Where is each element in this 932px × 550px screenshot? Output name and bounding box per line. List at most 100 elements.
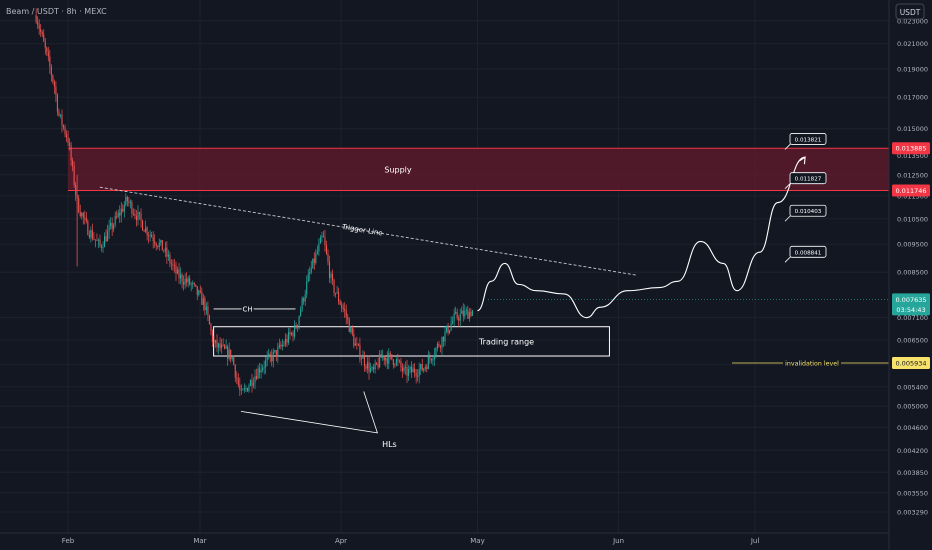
supply-zone[interactable]: [68, 148, 889, 191]
candle-body: [424, 366, 426, 369]
candle: [274, 349, 276, 354]
candle: [81, 211, 83, 220]
candle: [70, 141, 72, 166]
candle: [245, 385, 247, 392]
candle: [417, 369, 419, 382]
candle-body: [430, 358, 432, 361]
y-tick-label: 0.005400: [897, 383, 928, 391]
candle: [324, 229, 326, 252]
x-tick-label: Feb: [62, 537, 75, 545]
candle-body: [114, 215, 116, 225]
candle-body: [87, 221, 89, 235]
candle: [406, 359, 408, 384]
candle: [335, 292, 337, 298]
candle-body: [266, 357, 268, 361]
candle-body: [192, 282, 194, 284]
candle-body: [275, 350, 277, 357]
target-label[interactable]: 0.011827: [784, 172, 827, 189]
candle: [455, 306, 457, 315]
candle-body: [403, 367, 405, 372]
y-tick-label: 0.003850: [897, 469, 928, 477]
candle-body: [272, 351, 274, 362]
candle: [459, 308, 461, 327]
candle-body: [113, 224, 115, 230]
candle: [415, 369, 417, 384]
candle-body: [135, 215, 138, 221]
supply-top-price-tag[interactable]: 0.013885: [892, 142, 930, 155]
candle: [325, 240, 328, 256]
candle: [277, 342, 279, 364]
candle-body: [208, 315, 210, 325]
candle-body: [158, 242, 160, 248]
projection-path[interactable]: [477, 156, 806, 319]
candle: [69, 138, 71, 151]
candle: [371, 365, 373, 371]
candle-body: [239, 384, 241, 391]
target-label-box: [789, 133, 827, 145]
candle-body: [373, 367, 375, 370]
candle: [46, 46, 48, 56]
candle-body: [231, 357, 233, 360]
candle: [99, 234, 101, 248]
target-label[interactable]: 0.008841: [784, 245, 827, 263]
target-label[interactable]: 0.013821: [784, 133, 827, 150]
candle: [294, 320, 296, 340]
candle-body: [120, 208, 122, 216]
candle: [111, 217, 113, 236]
candle: [148, 231, 150, 244]
candle-body: [379, 354, 381, 368]
currency-badge[interactable]: USDT: [895, 3, 925, 20]
candle-body: [173, 265, 176, 266]
candle: [341, 301, 343, 313]
candle: [373, 363, 375, 373]
candle-body: [131, 202, 133, 214]
candle-body: [117, 212, 119, 217]
projection-arrowhead: [798, 156, 806, 165]
trading-range-label: Trading range: [478, 337, 534, 346]
candle: [105, 229, 107, 243]
candle: [278, 338, 280, 349]
candle-body: [468, 311, 470, 319]
candle: [62, 124, 65, 131]
candle-body: [418, 369, 420, 377]
invalidation-price-tag-bg: [892, 356, 930, 369]
candle: [210, 322, 212, 336]
candle: [248, 383, 250, 393]
target-label[interactable]: 0.010403: [784, 204, 827, 222]
candle-body: [102, 247, 104, 248]
y-tick-label: 0.005000: [897, 403, 928, 411]
candle-body: [201, 292, 203, 305]
candle: [116, 210, 118, 220]
candle-body: [465, 309, 467, 311]
candle: [362, 350, 364, 359]
candle-body: [140, 213, 142, 221]
candle-body: [374, 362, 376, 370]
candle: [318, 238, 320, 256]
candle: [462, 303, 464, 322]
candle-body: [198, 290, 200, 295]
candle-body: [213, 342, 215, 343]
trading-range-box[interactable]: [213, 326, 610, 357]
candle-body: [391, 354, 393, 360]
candle: [336, 285, 338, 294]
candle: [411, 361, 413, 378]
candle-body: [441, 336, 443, 348]
candle-body: [126, 196, 128, 202]
candle-body: [53, 81, 55, 87]
candle: [236, 371, 238, 385]
candle-body: [289, 332, 291, 335]
trigger-line[interactable]: [99, 186, 637, 276]
candle: [403, 364, 405, 374]
candle: [394, 363, 396, 368]
candle: [453, 308, 455, 327]
current-price-tag[interactable]: 0.007635 03:54:43: [488, 293, 930, 316]
candle: [125, 193, 127, 207]
candle-body: [316, 251, 318, 254]
candle-body: [344, 308, 346, 311]
supply-bottom-price-tag[interactable]: 0.011746: [892, 184, 930, 197]
candle-body: [295, 325, 297, 329]
invalidation-price-tag[interactable]: 0.005934: [892, 356, 930, 369]
candle: [458, 315, 460, 327]
